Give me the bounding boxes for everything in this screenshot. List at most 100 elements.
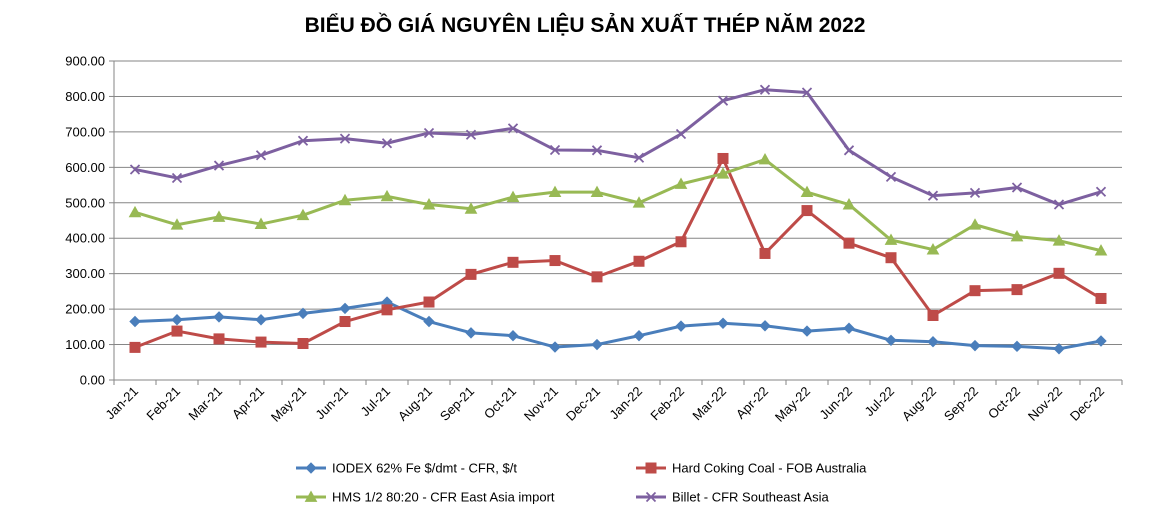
data-point bbox=[632, 196, 646, 208]
data-point bbox=[800, 185, 814, 198]
data-point bbox=[339, 133, 351, 144]
data-point bbox=[801, 205, 813, 217]
x-tick-label: Jun-21 bbox=[312, 384, 351, 423]
data-point bbox=[380, 189, 394, 202]
y-tick-label: 200.00 bbox=[65, 302, 105, 317]
data-point bbox=[549, 255, 561, 267]
data-point-stroke bbox=[297, 135, 309, 146]
data-point-stroke bbox=[801, 87, 813, 98]
data-point bbox=[717, 95, 729, 106]
data-point bbox=[339, 316, 351, 328]
data-point bbox=[1095, 292, 1107, 304]
data-point bbox=[843, 237, 855, 249]
data-point bbox=[338, 193, 352, 206]
data-point-stroke bbox=[339, 133, 351, 144]
y-tick-label: 700.00 bbox=[65, 124, 105, 139]
data-point bbox=[969, 285, 981, 297]
series-1 bbox=[129, 296, 1107, 355]
x-tick-label: Oct-22 bbox=[985, 384, 1023, 422]
data-point bbox=[758, 153, 772, 165]
data-point bbox=[339, 302, 351, 315]
data-point bbox=[801, 87, 813, 98]
x-tick-label: May-22 bbox=[772, 384, 813, 425]
data-point bbox=[1011, 182, 1023, 193]
data-point bbox=[884, 233, 898, 245]
data-point bbox=[969, 339, 981, 352]
data-point-stroke bbox=[1053, 199, 1065, 210]
data-point bbox=[591, 338, 603, 351]
series-4 bbox=[129, 84, 1107, 210]
data-point bbox=[304, 490, 318, 502]
data-point bbox=[675, 320, 687, 332]
y-tick-label: 500.00 bbox=[65, 195, 105, 210]
data-point bbox=[633, 152, 645, 163]
data-point bbox=[1053, 199, 1065, 210]
data-point bbox=[842, 198, 856, 210]
legend-label: IODEX 62% Fe $/dmt - CFR, $/t bbox=[332, 461, 517, 476]
data-point-stroke bbox=[213, 160, 225, 171]
data-point bbox=[170, 218, 184, 230]
data-point-stroke bbox=[843, 145, 855, 156]
y-tick-label: 900.00 bbox=[65, 54, 105, 69]
data-point-stroke bbox=[171, 172, 183, 184]
data-point bbox=[885, 334, 897, 347]
data-point bbox=[1052, 234, 1066, 246]
x-tick-label: Nov-21 bbox=[521, 384, 561, 424]
data-point bbox=[297, 307, 309, 320]
legend-item: HMS 1/2 80:20 - CFR East Asia import bbox=[296, 490, 555, 505]
data-point bbox=[591, 271, 603, 283]
data-point bbox=[129, 315, 141, 328]
x-tick-label: Mar-22 bbox=[689, 384, 729, 424]
data-point bbox=[465, 268, 477, 280]
data-point-stroke bbox=[255, 150, 267, 161]
data-point bbox=[968, 218, 982, 230]
data-point-stroke bbox=[645, 491, 657, 503]
legend-item: Hard Coking Coal - FOB Australia bbox=[636, 461, 867, 476]
data-point-stroke bbox=[717, 95, 729, 106]
series-2 bbox=[129, 152, 1107, 353]
data-point bbox=[1010, 229, 1024, 242]
x-tick-label: Sep-21 bbox=[437, 384, 477, 424]
data-point bbox=[645, 491, 657, 503]
legend-label: Billet - CFR Southeast Asia bbox=[672, 490, 830, 505]
data-point bbox=[926, 243, 940, 255]
data-point bbox=[590, 185, 604, 198]
data-point bbox=[927, 336, 939, 348]
data-point-stroke bbox=[885, 171, 897, 183]
y-tick-label: 600.00 bbox=[65, 160, 105, 175]
data-point bbox=[843, 145, 855, 156]
x-tick-label: Mar-21 bbox=[185, 384, 225, 424]
data-point bbox=[305, 462, 317, 474]
data-point bbox=[381, 304, 393, 316]
legend-label: Hard Coking Coal - FOB Australia bbox=[672, 461, 867, 476]
data-point bbox=[674, 177, 688, 189]
data-point bbox=[171, 325, 183, 337]
data-point bbox=[506, 190, 520, 203]
data-point bbox=[969, 187, 981, 198]
x-tick-label: Nov-22 bbox=[1025, 384, 1065, 424]
x-tick-label: Jan-22 bbox=[606, 384, 645, 423]
data-point bbox=[716, 167, 730, 179]
data-point bbox=[633, 329, 645, 342]
y-tick-label: 100.00 bbox=[65, 337, 105, 352]
series-3 bbox=[128, 153, 1108, 256]
data-point-stroke bbox=[969, 187, 981, 198]
x-axis: Jan-21 Feb-21 Mar-21 Apr-21 May-21 Jun-21 Jul-… bbox=[102, 379, 1123, 425]
x-tick-label: Feb-22 bbox=[647, 384, 687, 424]
data-point bbox=[213, 160, 225, 171]
series-line bbox=[134, 300, 1102, 351]
x-tick-label: Sep-22 bbox=[941, 384, 981, 424]
data-point bbox=[885, 171, 897, 183]
data-point bbox=[422, 198, 436, 210]
data-point bbox=[591, 145, 603, 156]
series-line bbox=[134, 158, 1102, 253]
x-tick-label: Jul-22 bbox=[861, 384, 897, 420]
data-point bbox=[843, 322, 855, 334]
data-point-stroke bbox=[381, 138, 393, 149]
data-point bbox=[633, 255, 645, 267]
data-point bbox=[717, 152, 729, 164]
data-point bbox=[423, 315, 435, 328]
data-point bbox=[212, 210, 226, 222]
data-point bbox=[213, 333, 225, 345]
